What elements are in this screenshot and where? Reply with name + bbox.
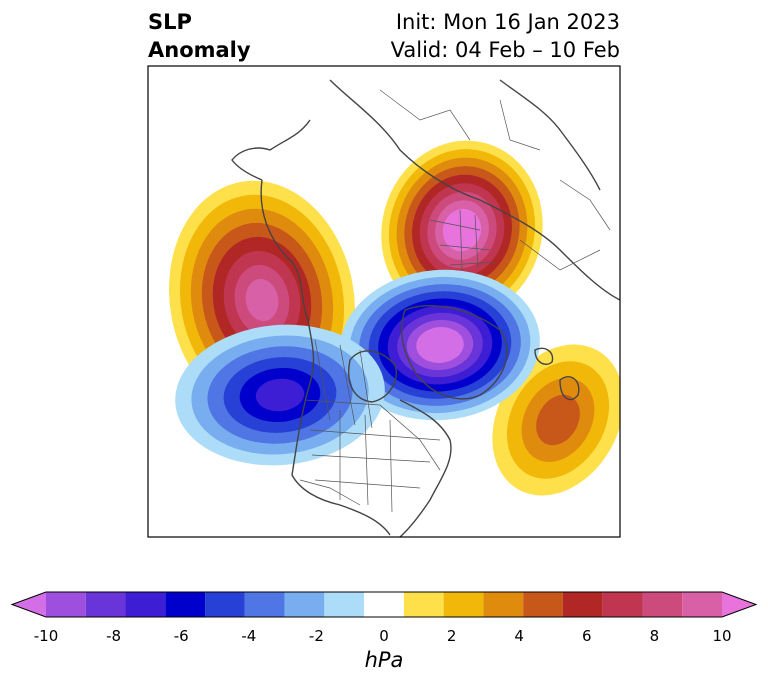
anomaly-contour-siberian-arctic-high	[450, 217, 474, 243]
title-line-anomaly: Anomaly	[148, 38, 251, 62]
anomaly-fields	[169, 140, 620, 496]
init-date: Init: Mon 16 Jan 2023	[395, 10, 620, 34]
colorbar-outline	[10, 591, 758, 618]
colorbar-bin	[443, 592, 484, 617]
anomaly-contour-east-pacific-low	[255, 378, 305, 412]
colorbar-bin	[244, 592, 285, 617]
colorbar-bin	[642, 592, 683, 617]
colorbar-bin	[602, 592, 643, 617]
colorbar-tick-label: -6	[173, 627, 189, 645]
map-panel	[148, 66, 620, 537]
coast-greenland	[400, 305, 508, 400]
colorbar-tick-label: -2	[308, 627, 324, 645]
colorbar-bin	[85, 592, 126, 617]
map-frame	[147, 65, 621, 538]
colorbar-bin	[284, 592, 325, 617]
colorbar-tick-label: 4	[514, 627, 524, 645]
border-canada-provinces	[314, 339, 373, 429]
border-eurasia	[379, 89, 611, 271]
colorbar-extend-high-arrow	[722, 592, 756, 617]
colorbar-bin	[523, 592, 563, 617]
colorbar-bin	[125, 592, 166, 617]
colorbar-tick-label: -8	[106, 627, 122, 645]
colorbar-bin	[483, 592, 524, 617]
map-title-dates: Init: Mon 16 Jan 2023 Valid: 04 Feb – 10…	[391, 8, 620, 64]
border-us-canada	[304, 399, 441, 471]
anomaly-contour-greenland-arctic-low	[425, 334, 455, 356]
colorbar-bin	[165, 592, 206, 617]
colorbar-tick-label: -10	[33, 627, 59, 645]
coast-scandinavia	[499, 79, 601, 191]
anomaly-contour-gulf-of-alaska-high	[245, 278, 279, 322]
colorbar-bin	[46, 592, 86, 617]
colorbar-bin	[562, 592, 603, 617]
map-title-variable: SLP Anomaly	[148, 8, 251, 64]
coast-north-america-west	[260, 179, 391, 536]
coast-iceland-uk	[534, 347, 580, 401]
colorbar-tick-label: -4	[241, 627, 257, 645]
colorbar-bin	[403, 592, 444, 617]
colorbar-bin	[682, 592, 722, 617]
coast-alaska	[231, 119, 311, 181]
anomaly-contour-north-atlantic-high	[536, 394, 580, 446]
colorbar-tick-label: 6	[582, 627, 592, 645]
border-us-mexico	[299, 479, 361, 506]
coast-labrador-atlantic	[399, 399, 452, 537]
colorbar-tick-label: 0	[379, 627, 389, 645]
coast-hudson-bay	[348, 350, 397, 403]
colorbar	[10, 591, 758, 618]
valid-range: Valid: 04 Feb – 10 Feb	[390, 38, 620, 62]
colorbar-bin	[364, 592, 404, 617]
title-line-slp: SLP	[148, 10, 192, 34]
colorbar-bin	[324, 592, 365, 617]
border-russia-grid	[429, 209, 496, 271]
colorbar-tick-label: 10	[712, 627, 732, 645]
colorbar-tick-label: 2	[446, 627, 457, 645]
colorbar-tick-label: 8	[649, 627, 660, 645]
colorbar-unit-label: hPa	[364, 648, 404, 672]
political-borders	[299, 89, 611, 513]
colorbar-extend-low-arrow	[12, 592, 46, 617]
border-us-states	[309, 410, 441, 513]
colorbar-bin	[205, 592, 245, 617]
